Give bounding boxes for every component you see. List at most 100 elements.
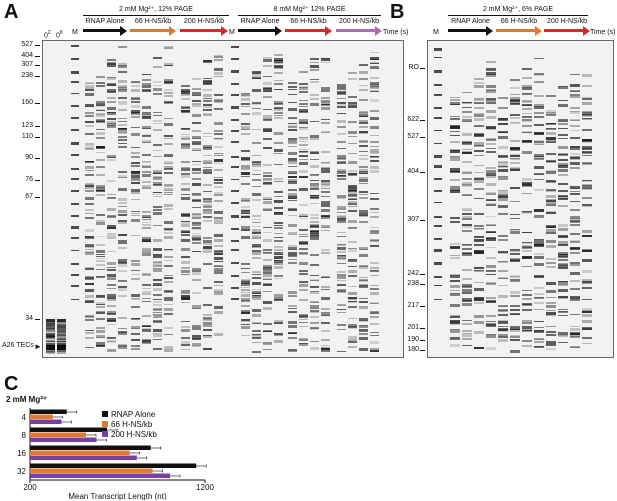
panel-a-arrowhead-icon-4 xyxy=(325,25,332,36)
panel-c-letter: C xyxy=(4,373,19,395)
panel-b-size-marker-2: 527 xyxy=(407,133,419,140)
panel-b-group-label-2: 200 H-NS/kb xyxy=(546,18,588,25)
gel-a-lane xyxy=(214,41,223,357)
gel-a-lane xyxy=(85,41,94,357)
category-label: 8 xyxy=(22,431,27,440)
panel-a-time-arrow-0 xyxy=(83,29,121,32)
x-axis-label: Mean Transcript Length (nt) xyxy=(68,492,167,500)
panel-b-size-tick-9 xyxy=(420,340,425,341)
panel-b-size-tick-6 xyxy=(420,284,425,285)
panel-a-size-marker-9: 67 xyxy=(25,193,33,200)
panel-b-size-tick-0 xyxy=(420,68,425,69)
bar xyxy=(30,450,130,455)
panel-a-size-tick-3 xyxy=(35,76,40,77)
panel-a-size-tick-0 xyxy=(35,45,40,46)
gel-a-lane xyxy=(370,41,379,357)
gel-a-lane xyxy=(107,41,116,357)
panel-b-group-label-0: RNAP Alone xyxy=(451,18,490,25)
panel-a-time-arrow-2 xyxy=(180,29,222,32)
gel-a-lane xyxy=(164,41,173,357)
bar xyxy=(30,437,97,442)
category-label: 16 xyxy=(17,449,26,458)
legend-label: 200 H-NS/kb xyxy=(111,430,157,439)
gel-a-lane xyxy=(131,41,140,357)
panel-a-size-tick-9 xyxy=(35,197,40,198)
panel-b-size-tick-7 xyxy=(420,306,425,307)
panel-a-size-marker-5: 123 xyxy=(21,122,33,129)
bar xyxy=(30,463,197,468)
gel-a-lane xyxy=(231,41,239,357)
gel-a-lane xyxy=(263,41,272,357)
panel-a-letter: A xyxy=(4,1,19,23)
panel-a-group-label-2: 200 H-NS/kb xyxy=(183,18,225,25)
bar xyxy=(30,432,86,437)
gel-a-lane xyxy=(321,41,330,357)
panel-a-size-marker-3: 238 xyxy=(21,72,33,79)
panel-b-condition-line xyxy=(448,15,588,16)
panel-a-group-label-4: 66 H-NS/kb xyxy=(290,18,327,25)
panel-b-time-arrow-2 xyxy=(544,29,584,32)
gel-image-b xyxy=(427,40,614,358)
gel-b-lane xyxy=(582,41,592,357)
panel-b-size-marker-9: 190 xyxy=(407,336,419,343)
panel-a-size-tick-10 xyxy=(35,319,40,320)
panel-a-arrowhead-icon-3 xyxy=(275,25,282,36)
panel-a-group-label-3: RNAP Alone xyxy=(240,18,280,25)
gel-b-lane xyxy=(474,41,484,357)
panel-a-size-tick-7 xyxy=(35,158,40,159)
panel-b-time-label: Time (s) xyxy=(590,29,616,36)
panel-b-arrowhead-icon-1 xyxy=(535,25,542,36)
panel-b-size-tick-4 xyxy=(420,220,425,221)
panel-b-marker-label: M xyxy=(433,29,439,36)
gel-a-lane xyxy=(46,41,55,357)
gel-a-lane xyxy=(181,41,190,357)
x-tick-label: 200 xyxy=(23,483,37,492)
panel-b-size-marker-10: 180 xyxy=(407,346,419,353)
panel-a-condition-2-line xyxy=(238,15,381,16)
legend-label: 66 H-NS/kb xyxy=(111,420,153,429)
panel-a-size-marker-8: 76 xyxy=(25,176,33,183)
panel-a-time-arrow-4 xyxy=(285,29,326,32)
panel-b-time-arrow-0 xyxy=(448,29,487,32)
gel-a-lane xyxy=(192,41,201,357)
panel-a-size-marker-6: 110 xyxy=(21,133,33,140)
gel-a-lane xyxy=(288,41,297,357)
panel-a-arrowhead-icon-1 xyxy=(169,25,176,36)
panel-a-size-tick-8 xyxy=(35,180,40,181)
panel-b-size-marker-5: 242 xyxy=(407,270,419,277)
panel-a-size-tick-2 xyxy=(35,65,40,66)
panel-a-size-marker-10: 34 xyxy=(25,315,33,322)
gel-b-lane xyxy=(510,41,520,357)
chart-title: 2 mM Mg²⁺ xyxy=(6,395,48,404)
panel-b-size-tick-8 xyxy=(420,328,425,329)
gel-b-lane xyxy=(450,41,460,357)
gel-a-lane xyxy=(310,41,319,357)
gel-a-lane xyxy=(299,41,308,357)
category-label: 4 xyxy=(22,413,27,422)
panel-a-size-marker-1: 404 xyxy=(21,52,33,59)
tec-arrow-icon: ► xyxy=(34,342,42,351)
panel-b-size-marker-0: RO xyxy=(408,64,420,71)
panel-b-letter: B xyxy=(390,1,405,23)
gel-a-lane xyxy=(241,41,250,357)
panel-b-size-marker-8: 201 xyxy=(407,324,419,331)
panel-b-group-label-1: 66 H-NS/kb xyxy=(500,18,538,25)
lane-label-marker-mid: M xyxy=(229,29,235,36)
panel-b-time-arrow-1 xyxy=(496,29,536,32)
bar xyxy=(30,427,107,432)
gel-a-lane xyxy=(274,41,283,357)
bar xyxy=(30,468,153,473)
panel-b-size-marker-1: 622 xyxy=(407,116,419,123)
panel-b-size-marker-4: 307 xyxy=(407,216,419,223)
panel-a-time-label: Time (s) xyxy=(383,29,409,36)
bar xyxy=(30,419,62,424)
legend-swatch xyxy=(102,411,108,417)
category-label: 32 xyxy=(17,467,26,476)
legend-swatch xyxy=(102,431,108,437)
gel-a-lane xyxy=(153,41,162,357)
gel-a-lane xyxy=(57,41,66,357)
panel-b-size-tick-10 xyxy=(420,350,425,351)
panel-a-condition-2: 8 mM Mg²⁺ 12% PAGE xyxy=(273,6,346,13)
gel-a-lane xyxy=(71,41,79,357)
panel-a-group-label-5: 200 H-NS/kb xyxy=(338,18,380,25)
